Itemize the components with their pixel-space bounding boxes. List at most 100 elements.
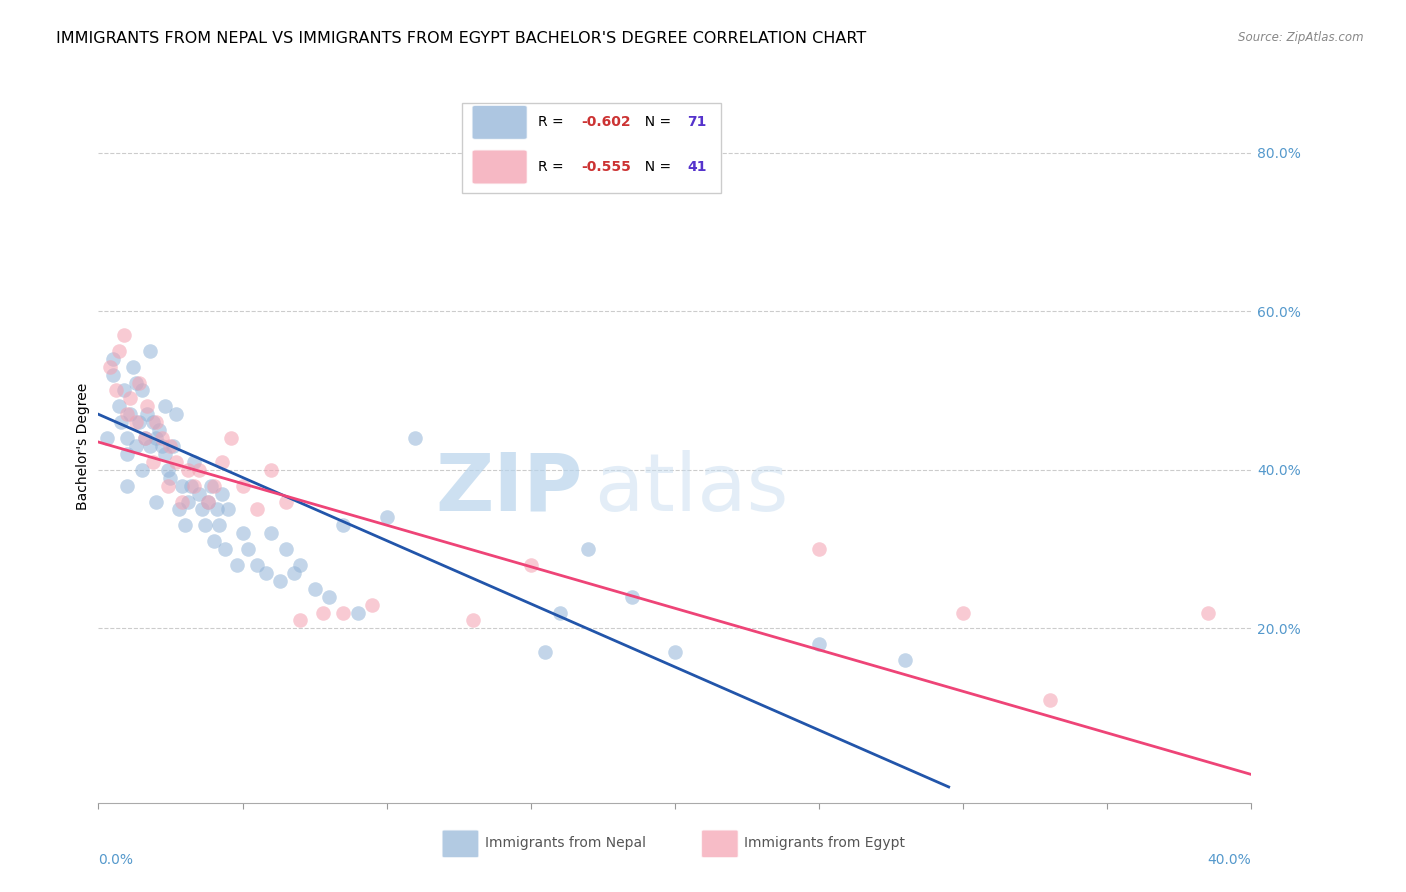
FancyBboxPatch shape [702,830,738,858]
Point [139,343,162,358]
Point [177,494,200,508]
Point [117,447,139,461]
Point [231,478,254,492]
Point [170,478,193,492]
Text: 41: 41 [688,160,707,174]
Point [208,518,231,533]
Point [520,558,543,572]
Point [156,463,179,477]
Point [254,566,277,580]
FancyBboxPatch shape [472,150,527,184]
Text: Source: ZipAtlas.com: Source: ZipAtlas.com [1239,31,1364,45]
Point [101,368,124,382]
Point [346,606,368,620]
Text: N =: N = [636,160,675,174]
Text: N =: N = [636,115,675,129]
Point [332,518,354,533]
Point [159,439,181,453]
Point [274,494,297,508]
FancyBboxPatch shape [441,830,479,858]
Text: atlas: atlas [595,450,789,528]
Point [534,645,557,659]
Point [120,407,142,421]
Point [225,558,247,572]
Text: 40.0%: 40.0% [1208,853,1251,867]
Point [1298,764,1320,778]
Point [112,384,135,398]
Point [332,606,354,620]
Point [156,478,179,492]
Point [117,431,139,445]
Point [375,510,398,524]
Point [461,614,484,628]
Point [98,359,121,374]
Point [217,502,239,516]
Text: IMMIGRANTS FROM NEPAL VS IMMIGRANTS FROM EGYPT BACHELOR'S DEGREE CORRELATION CHA: IMMIGRANTS FROM NEPAL VS IMMIGRANTS FROM… [56,31,866,46]
Point [191,502,214,516]
Point [107,400,129,414]
Text: R =: R = [537,160,568,174]
Point [274,542,297,557]
Point [131,384,153,398]
Text: 71: 71 [688,115,707,129]
Point [107,343,129,358]
Point [578,542,600,557]
Point [894,653,917,667]
Point [290,558,312,572]
Point [165,407,187,421]
Point [104,384,127,398]
Point [231,526,254,541]
Point [202,478,225,492]
Point [283,566,305,580]
Point [405,431,427,445]
Point [180,478,202,492]
Point [131,463,153,477]
Point [96,431,118,445]
Point [128,415,150,429]
Point [548,606,571,620]
Point [145,431,167,445]
Point [260,526,283,541]
FancyBboxPatch shape [461,103,721,193]
Point [807,637,830,651]
Text: Immigrants from Egypt: Immigrants from Egypt [744,837,905,850]
Y-axis label: Bachelor's Degree: Bachelor's Degree [76,383,90,509]
Point [664,645,686,659]
Point [159,471,181,485]
Text: Immigrants from Nepal: Immigrants from Nepal [485,837,645,850]
Text: -0.602: -0.602 [582,115,631,129]
Point [361,598,384,612]
Point [122,359,145,374]
Point [312,606,335,620]
Point [117,478,139,492]
Point [246,558,269,572]
Point [142,415,165,429]
Point [238,542,260,557]
Point [150,431,173,445]
Point [200,478,222,492]
Point [120,392,142,406]
Point [153,400,176,414]
Point [139,439,162,453]
Point [304,582,326,596]
Point [1327,288,1350,302]
Point [167,502,190,516]
Point [134,431,156,445]
Point [620,590,643,604]
Point [145,415,167,429]
Text: ZIP: ZIP [436,450,582,528]
Point [194,518,217,533]
Point [269,574,291,588]
Point [145,494,167,508]
Point [219,431,242,445]
Point [162,439,184,453]
Point [101,351,124,366]
Point [1384,280,1406,294]
Point [214,542,236,557]
Point [136,400,159,414]
Point [142,455,165,469]
Point [112,328,135,343]
Point [183,478,205,492]
Point [136,407,159,421]
Point [148,423,170,437]
